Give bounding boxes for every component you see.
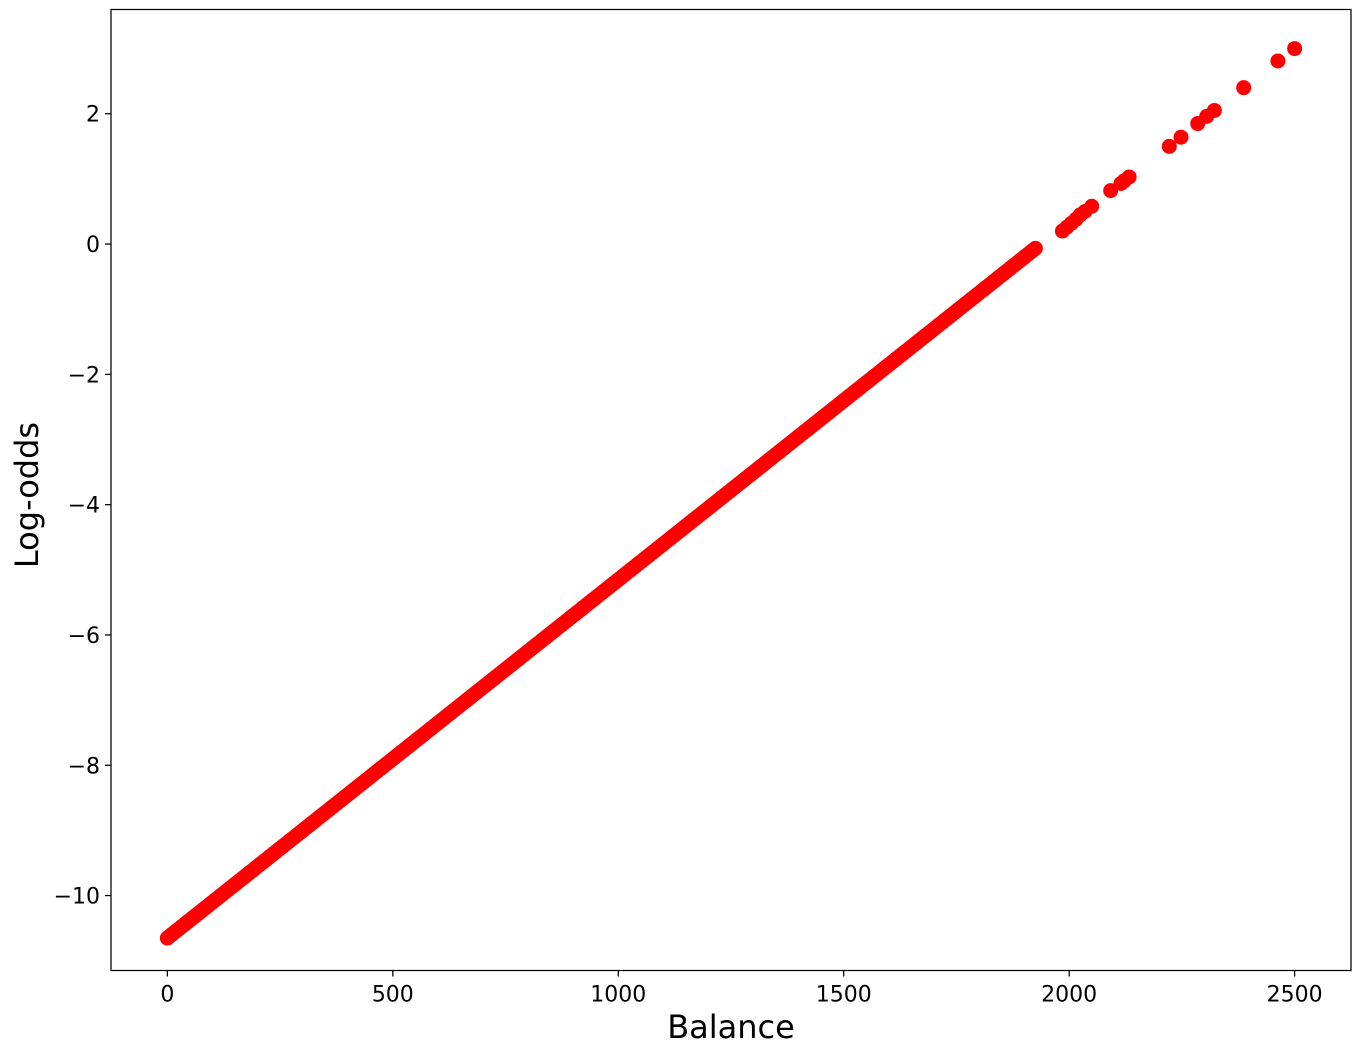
x-tick-label: 2500 xyxy=(1267,983,1323,1008)
y-tick-label: −8 xyxy=(68,754,100,779)
y-tick-label: −4 xyxy=(68,494,100,519)
x-tick-label: 1000 xyxy=(590,983,646,1008)
data-point xyxy=(1084,198,1100,214)
x-tick-label: 1500 xyxy=(816,983,872,1008)
data-point xyxy=(1173,129,1189,145)
data-point xyxy=(1161,138,1177,154)
x-tick-label: 0 xyxy=(160,983,174,1008)
data-point xyxy=(1027,240,1043,256)
y-tick-label: −6 xyxy=(68,624,100,649)
y-axis-title: Log-odds xyxy=(8,422,46,568)
y-tick-label: 0 xyxy=(86,233,100,258)
data-point xyxy=(1287,41,1303,57)
data-point xyxy=(1206,102,1222,118)
points-layer xyxy=(159,41,1303,946)
y-tick-label: −2 xyxy=(68,363,100,388)
data-point xyxy=(1236,80,1252,96)
data-point xyxy=(1121,169,1137,185)
x-axis-title: Balance xyxy=(667,1008,795,1046)
x-axis: 0 500 1000 1500 2000 2500 xyxy=(160,970,1323,1008)
x-tick-label: 2000 xyxy=(1041,983,1097,1008)
y-tick-label: −10 xyxy=(54,885,100,910)
plot-frame xyxy=(110,8,1352,972)
x-tick-label: 500 xyxy=(372,983,414,1008)
data-point xyxy=(1270,53,1286,69)
y-tick-label: 2 xyxy=(86,103,100,128)
y-axis: −10 −8 −6 −4 −2 0 2 xyxy=(54,103,111,910)
